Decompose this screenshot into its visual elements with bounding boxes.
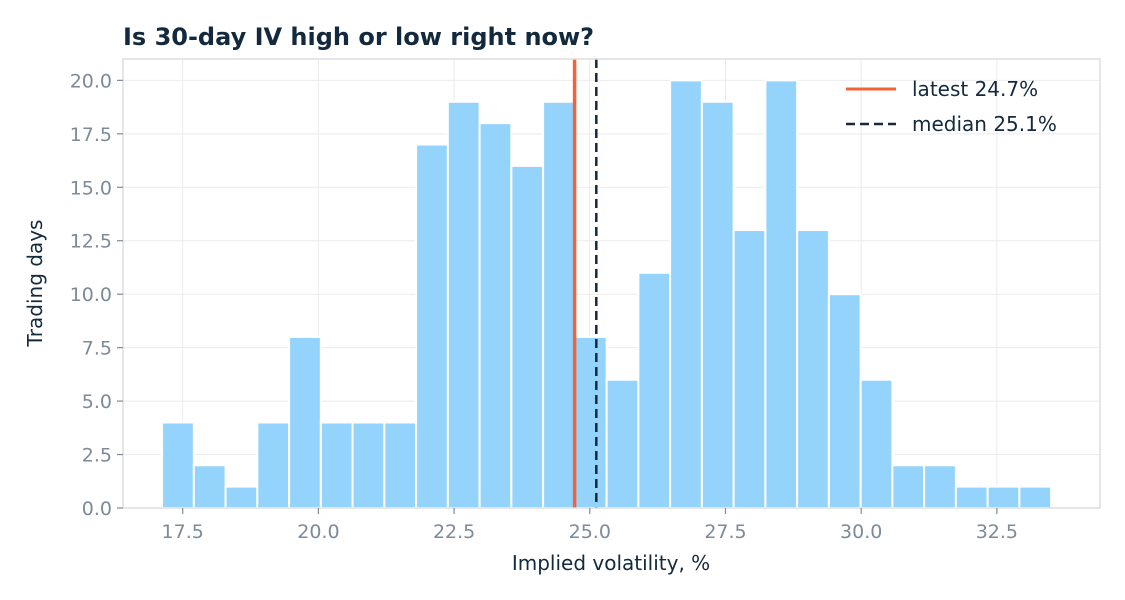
plot-frame (122, 58, 1101, 509)
histogram-bar (923, 464, 957, 510)
x-tick-label: 30.0 (840, 521, 882, 543)
chart-title: Is 30-day IV high or low right now? (123, 23, 594, 51)
histogram-bar (637, 271, 672, 509)
y-tick-label: 7.5 (82, 338, 112, 360)
y-tick-label: 15.0 (70, 177, 112, 199)
y-tick-label: 5.0 (82, 391, 112, 413)
histogram-bar (573, 335, 608, 510)
y-axis-ticks: 0.0 2.5 5.0 7.5 10.0 12.5 15.0 17.5 20.0 (70, 70, 123, 520)
x-tick-label: 27.5 (704, 521, 746, 543)
legend-median-label: median 25.1% (912, 112, 1057, 136)
x-tick-label: 20.0 (297, 521, 339, 543)
histogram-bar (161, 421, 195, 510)
histogram-bar (478, 122, 513, 510)
histogram-bar (351, 421, 386, 510)
histogram-bar (669, 79, 703, 509)
y-axis-label: Trading days (23, 220, 47, 348)
x-tick-label: 25.0 (569, 521, 611, 543)
legend: latest 24.7% median 25.1% (846, 77, 1057, 136)
histogram-bar (192, 464, 227, 510)
y-tick-label: 20.0 (70, 70, 112, 92)
y-tick-label: 17.5 (70, 124, 112, 146)
y-tick-label: 2.5 (82, 445, 112, 467)
histogram-bar (827, 293, 862, 510)
histogram-bar (1018, 485, 1053, 510)
histogram-bar (446, 100, 481, 509)
histogram-bar (510, 164, 545, 509)
histogram-bar (319, 421, 354, 510)
histogram-bar (954, 485, 989, 510)
x-tick-label: 32.5 (976, 521, 1018, 543)
histogram-bar (605, 378, 640, 510)
reference-lines (572, 59, 598, 508)
histogram-bar (383, 421, 418, 510)
x-tick-label: 22.5 (433, 521, 475, 543)
histogram-bar (700, 100, 735, 509)
histogram-bars (161, 79, 1053, 510)
grid (123, 59, 1100, 509)
histogram-bar (732, 229, 767, 510)
histogram-bar (891, 464, 926, 510)
y-tick-label: 10.0 (70, 284, 112, 306)
x-axis-ticks: 17.5 20.0 22.5 25.0 27.5 30.0 32.5 (162, 508, 1018, 543)
histogram-bar (288, 335, 322, 510)
y-tick-label: 12.5 (70, 231, 112, 253)
histogram-bar (542, 100, 576, 509)
histogram-bar (859, 378, 894, 510)
histogram-bar (415, 143, 449, 509)
histogram-bar (256, 421, 291, 510)
histogram-bar (224, 485, 259, 510)
histogram-bar (764, 79, 799, 509)
histogram-bar (986, 485, 1021, 510)
histogram-bar (796, 229, 830, 510)
y-tick-label: 0.0 (82, 498, 112, 520)
x-tick-label: 17.5 (162, 521, 204, 543)
x-axis-label: Implied volatility, % (512, 551, 710, 575)
legend-latest-label: latest 24.7% (912, 77, 1038, 101)
